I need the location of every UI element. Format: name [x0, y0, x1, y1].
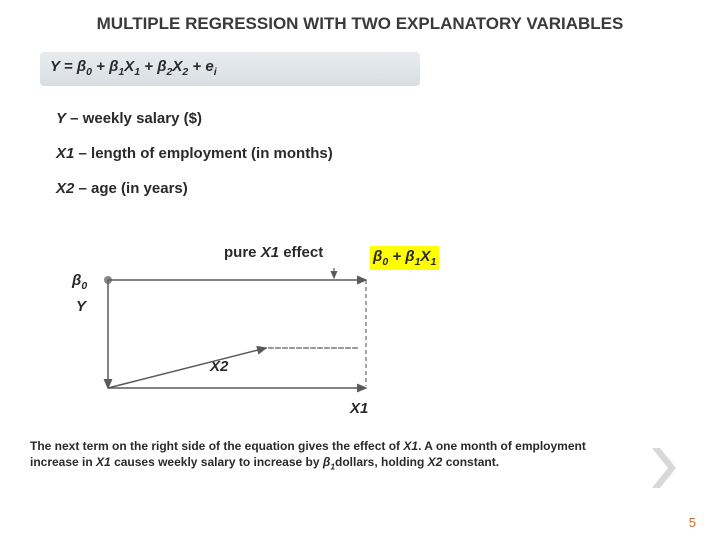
x1-axis-label: X1 — [350, 400, 368, 417]
regression-diagram — [98, 268, 388, 398]
y-axis-label: Y — [76, 298, 86, 315]
eq-ei: i — [214, 66, 217, 78]
explanation-text: The next term on the right side of the e… — [30, 438, 620, 473]
pure-effect-label: pure X1 effect — [224, 244, 323, 261]
hl-b0: β — [373, 248, 382, 265]
eq-b0: β — [77, 58, 86, 75]
b0-b: β — [72, 272, 81, 289]
slide-title: MULTIPLE REGRESSION WITH TWO EXPLANATORY… — [0, 0, 720, 34]
eq-p3: + — [188, 58, 205, 75]
eq-x1a: X — [124, 58, 134, 75]
def-x1-text: – length of employment (in months) — [74, 145, 332, 162]
hl-xs: 1 — [430, 256, 436, 268]
def-x1-var: X1 — [56, 145, 74, 162]
eq-y: Y — [50, 58, 60, 75]
def-x1: X1 – length of employment (in months) — [56, 145, 333, 162]
bt1: The next term on the right side of the e… — [30, 439, 403, 453]
b0-s: 0 — [81, 280, 87, 292]
def-x2: X2 – age (in years) — [56, 180, 333, 197]
variable-definitions: Y – weekly salary ($) X1 – length of emp… — [56, 110, 333, 215]
bt-x2: X2 — [428, 455, 443, 469]
def-x2-var: X2 — [56, 180, 74, 197]
eq-eq: = — [60, 58, 77, 75]
def-y-var: Y — [56, 110, 66, 127]
hl-x: X — [420, 248, 430, 265]
bt4: dollars, holding — [335, 455, 428, 469]
bt5: constant. — [442, 455, 499, 469]
eq-e: e — [205, 58, 213, 75]
bt-x1: X1 — [403, 439, 418, 453]
eq-p1: + — [92, 58, 109, 75]
eq-b2: β — [157, 58, 166, 75]
bt-x1b: X1 — [96, 455, 111, 469]
def-y-text: – weekly salary ($) — [66, 110, 202, 127]
hl-b1: β — [405, 248, 414, 265]
equation-box: Y = β0 + β1X1 + β2X2 + ei — [40, 52, 420, 86]
pure-x: X1 — [261, 244, 279, 261]
highlighted-formula: β0 + β1X1 — [370, 246, 439, 270]
pure-p: pure — [224, 244, 261, 261]
pure-e: effect — [279, 244, 323, 261]
bt3: causes weekly salary to increase by — [111, 455, 323, 469]
def-x2-text: – age (in years) — [74, 180, 187, 197]
eq-x2a: X — [172, 58, 182, 75]
def-y: Y – weekly salary ($) — [56, 110, 333, 127]
page-number: 5 — [689, 515, 696, 530]
hl-p: + — [388, 248, 405, 265]
eq-p2: + — [140, 58, 157, 75]
chevron-right-icon — [648, 446, 688, 490]
b0-axis-label: β0 — [72, 272, 87, 292]
